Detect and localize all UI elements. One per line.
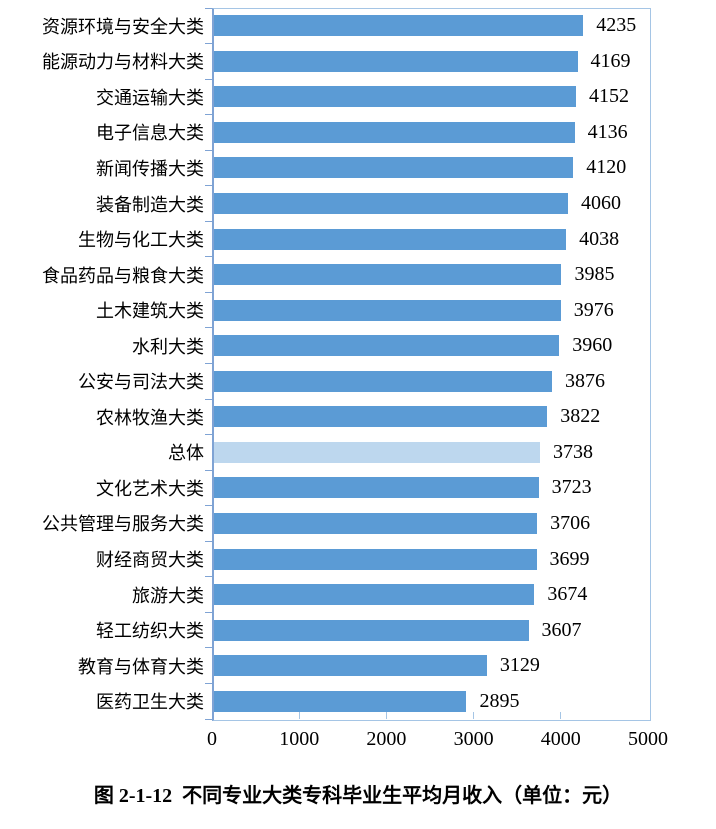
y-axis-tick xyxy=(205,398,212,400)
bar xyxy=(214,157,574,179)
x-axis-label: 4000 xyxy=(540,728,581,750)
value-label: 3822 xyxy=(560,405,601,428)
x-axis-tick xyxy=(385,712,387,719)
bar xyxy=(214,690,467,712)
y-axis-tick xyxy=(205,327,212,329)
value-label: 2895 xyxy=(479,689,520,712)
bar xyxy=(214,86,577,108)
y-axis-tick xyxy=(205,78,212,80)
y-axis-tick xyxy=(205,7,212,9)
value-label: 3985 xyxy=(574,263,615,286)
category-label: 生物与化工大类 xyxy=(78,230,204,251)
y-axis-tick xyxy=(205,43,212,45)
value-label: 4136 xyxy=(587,120,628,143)
category-label: 总体 xyxy=(168,443,204,464)
y-axis-tick xyxy=(205,220,212,222)
value-label: 4060 xyxy=(581,192,622,215)
y-axis-tick xyxy=(205,185,212,187)
y-axis-tick xyxy=(205,256,212,258)
bar xyxy=(214,264,562,286)
category-label: 财经商贸大类 xyxy=(96,550,204,571)
bar xyxy=(214,299,561,321)
category-label: 土木建筑大类 xyxy=(96,301,204,322)
category-label: 公共管理与服务大类 xyxy=(42,514,204,535)
category-label: 交通运输大类 xyxy=(96,87,204,108)
value-label: 3723 xyxy=(551,476,592,499)
bar xyxy=(214,335,560,357)
y-axis-tick xyxy=(205,611,212,613)
y-axis-tick xyxy=(205,576,212,578)
category-label: 旅游大类 xyxy=(132,585,204,606)
bar xyxy=(214,193,569,215)
y-axis-tick xyxy=(205,682,212,684)
figure-caption: 图 2-1-12 不同专业大类专科毕业生平均月收入（单位：元） xyxy=(93,785,623,807)
y-axis-tick xyxy=(205,149,212,151)
value-label: 4038 xyxy=(579,227,620,250)
value-label: 3738 xyxy=(552,440,593,463)
y-axis-tick xyxy=(205,540,212,542)
value-label: 4120 xyxy=(586,156,627,179)
category-label: 装备制造大类 xyxy=(96,194,204,215)
bar-chart: 资源环境与安全大类 4235 能源动力与材料大类 4169 交通运输大类 4152 电子信息… xyxy=(42,7,668,750)
category-label: 水利大类 xyxy=(132,336,204,357)
y-axis-tick xyxy=(205,434,212,436)
x-axis-label: 3000 xyxy=(453,728,494,750)
highlight-bar xyxy=(214,441,540,463)
y-axis-tick xyxy=(205,363,212,364)
bar xyxy=(214,548,537,570)
x-axis-tick xyxy=(298,712,300,719)
value-label: 3699 xyxy=(549,547,590,570)
x-axis-label: 5000 xyxy=(628,728,668,750)
category-label: 电子信息大类 xyxy=(96,123,204,144)
value-label: 3976 xyxy=(573,298,614,321)
y-axis-tick xyxy=(205,505,212,507)
bar xyxy=(214,406,548,428)
x-axis-label: 1000 xyxy=(279,728,320,750)
bar xyxy=(214,512,538,534)
bar xyxy=(214,584,535,606)
bar xyxy=(214,121,575,143)
x-axis-label: 0 xyxy=(207,728,217,750)
category-label: 医药卫生大类 xyxy=(96,692,204,713)
y-axis-tick xyxy=(205,114,212,116)
value-label: 3674 xyxy=(547,583,588,606)
y-axis-tick xyxy=(205,718,212,720)
category-label: 食品药品与粮食大类 xyxy=(42,265,204,286)
value-label: 4235 xyxy=(596,14,637,37)
value-label: 3129 xyxy=(499,654,540,677)
x-axis-tick xyxy=(560,712,562,719)
category-label: 资源环境与安全大类 xyxy=(42,16,204,37)
y-axis-tick xyxy=(205,647,212,649)
plot-area xyxy=(212,8,651,721)
bar xyxy=(214,50,578,72)
bar xyxy=(214,15,584,37)
category-label: 公安与司法大类 xyxy=(78,372,204,393)
x-axis-label: 2000 xyxy=(366,728,407,750)
bar xyxy=(214,477,539,499)
x-axis-tick xyxy=(473,712,475,719)
bar xyxy=(214,370,552,392)
value-label: 3876 xyxy=(564,369,605,392)
category-label: 轻工纺织大类 xyxy=(96,621,204,642)
bar xyxy=(214,228,567,250)
category-label: 文化艺术大类 xyxy=(96,478,204,499)
y-axis-tick xyxy=(205,291,212,293)
bar xyxy=(214,655,487,677)
value-label: 3960 xyxy=(572,334,613,357)
value-label: 4152 xyxy=(589,85,630,108)
category-label: 能源动力与材料大类 xyxy=(42,52,204,73)
bar xyxy=(214,619,529,641)
category-label: 新闻传播大类 xyxy=(96,158,204,179)
category-label: 农林牧渔大类 xyxy=(96,407,204,428)
value-label: 3607 xyxy=(541,618,582,641)
category-label: 教育与体育大类 xyxy=(78,656,204,677)
value-label: 3706 xyxy=(550,511,591,534)
value-label: 4169 xyxy=(590,49,631,72)
y-axis-tick xyxy=(205,469,212,471)
